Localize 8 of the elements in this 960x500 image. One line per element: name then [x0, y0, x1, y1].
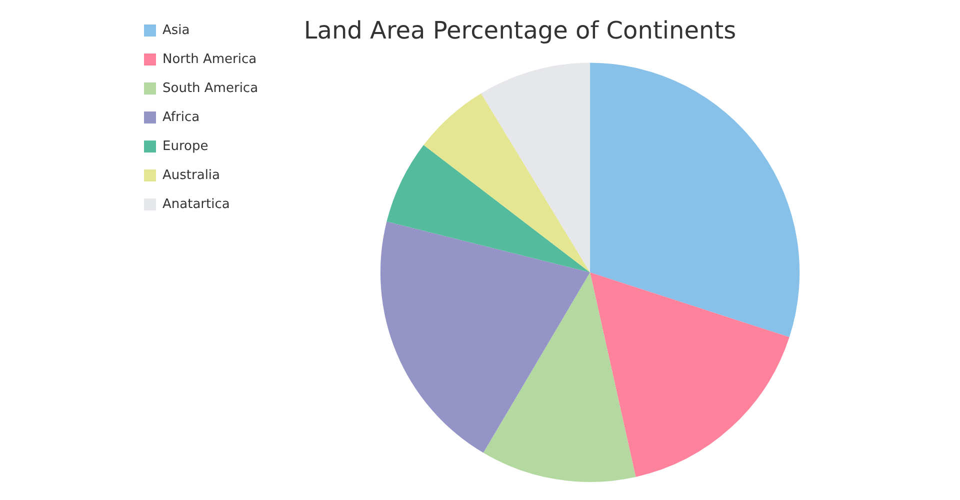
legend-label: South America [162, 80, 258, 96]
chart-title: Land Area Percentage of Continents [304, 16, 736, 45]
legend-label: Anatartica [162, 196, 230, 212]
legend-label: Australia [162, 168, 220, 183]
legend-label: Europe [162, 138, 208, 154]
legend-label: Africa [162, 110, 200, 125]
legend-label: Asia [162, 22, 190, 38]
legend-label: North America [162, 52, 257, 67]
